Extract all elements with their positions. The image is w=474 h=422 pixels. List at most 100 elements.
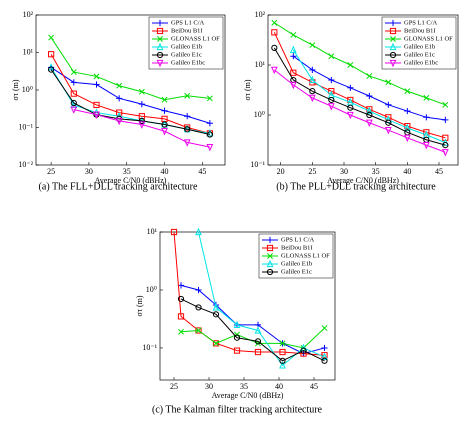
marker bbox=[309, 66, 316, 73]
x-axis-label: Average C/N0 (dBHz) bbox=[95, 176, 167, 185]
marker bbox=[309, 88, 316, 95]
marker bbox=[365, 106, 373, 115]
x-tick-label: 45 bbox=[198, 167, 206, 176]
legend-marker bbox=[266, 268, 274, 276]
y-axis-label: στ (m) bbox=[135, 295, 144, 316]
marker bbox=[270, 66, 278, 75]
marker bbox=[423, 114, 430, 121]
legend-marker bbox=[156, 42, 164, 51]
marker bbox=[177, 282, 185, 289]
legend-label: Galileo E1b bbox=[404, 43, 435, 50]
series-line bbox=[180, 298, 325, 362]
marker bbox=[178, 328, 184, 335]
marker bbox=[206, 131, 213, 138]
marker bbox=[347, 84, 354, 91]
marker bbox=[212, 303, 220, 311]
legend-label: Galileo E1bc bbox=[171, 59, 205, 66]
marker bbox=[271, 29, 278, 36]
y-tick-label: 10⁰ bbox=[254, 110, 265, 119]
marker bbox=[404, 107, 411, 115]
marker bbox=[442, 116, 449, 123]
y-tick-label: 10² bbox=[23, 10, 34, 19]
marker bbox=[138, 121, 146, 129]
marker bbox=[116, 82, 123, 89]
x-tick-label: 25 bbox=[170, 382, 178, 391]
marker bbox=[177, 313, 185, 320]
marker bbox=[385, 101, 392, 108]
legend-label: Galileo E1b bbox=[171, 43, 202, 50]
x-tick-label: 20 bbox=[277, 167, 285, 176]
marker bbox=[48, 34, 55, 41]
marker bbox=[184, 92, 191, 99]
x-tick-label: 45 bbox=[435, 167, 443, 176]
series-line bbox=[50, 37, 210, 101]
marker bbox=[233, 334, 241, 341]
legend-label: BeiDou B1I bbox=[171, 27, 203, 34]
x-tick-label: 40 bbox=[403, 167, 411, 176]
legend-marker bbox=[156, 51, 164, 59]
marker bbox=[213, 340, 219, 347]
x-tick-label: 45 bbox=[310, 382, 318, 391]
marker bbox=[206, 129, 214, 137]
marker bbox=[254, 338, 262, 345]
legend-marker bbox=[267, 253, 273, 259]
marker bbox=[212, 311, 220, 318]
y-tick-label: 10¹ bbox=[147, 227, 158, 236]
series-line bbox=[292, 49, 446, 144]
marker bbox=[170, 228, 178, 236]
marker bbox=[233, 347, 241, 354]
marker bbox=[279, 357, 286, 364]
legend-label: GLONASS L1 OF bbox=[171, 35, 220, 42]
marker bbox=[327, 103, 335, 111]
marker bbox=[183, 139, 191, 147]
legend-label: GLONASS L1 OF bbox=[281, 252, 330, 259]
marker bbox=[279, 348, 286, 356]
legend-marker bbox=[266, 236, 274, 244]
legend-marker bbox=[156, 59, 164, 68]
series-line bbox=[50, 67, 211, 124]
legend-marker bbox=[389, 27, 397, 35]
marker bbox=[441, 149, 449, 157]
chart: 25 30 35 40 45 10⁻¹ 10⁰ 10¹ Average C/N0 (dBHz) σ… bbox=[135, 227, 336, 400]
marker bbox=[212, 340, 220, 347]
series-line bbox=[50, 69, 210, 136]
marker bbox=[404, 88, 411, 95]
marker bbox=[184, 113, 191, 120]
legend-label: Galileo E1c bbox=[404, 51, 435, 58]
x-tick-label: 40 bbox=[275, 382, 283, 391]
marker bbox=[290, 53, 297, 60]
marker bbox=[116, 95, 123, 102]
marker bbox=[70, 100, 78, 109]
marker bbox=[161, 96, 168, 103]
marker bbox=[404, 122, 411, 130]
legend-marker bbox=[389, 19, 397, 27]
marker bbox=[279, 340, 286, 347]
marker bbox=[346, 111, 354, 120]
legend-label: Galileo E1c bbox=[281, 268, 312, 275]
series-line bbox=[180, 327, 325, 349]
marker bbox=[48, 66, 55, 73]
marker bbox=[366, 92, 373, 100]
y-tick-label: 10⁻¹ bbox=[250, 160, 265, 169]
x-tick-label: 30 bbox=[340, 167, 348, 176]
y-tick-label: 10⁻¹ bbox=[142, 343, 157, 352]
marker bbox=[184, 126, 191, 133]
marker bbox=[328, 76, 335, 84]
y-tick-label: 10⁻² bbox=[18, 160, 33, 169]
marker bbox=[321, 357, 328, 364]
marker bbox=[206, 95, 213, 102]
legend-label: Galileo E1b bbox=[281, 260, 312, 267]
legend-label: BeiDou B1I bbox=[281, 244, 313, 251]
marker bbox=[70, 106, 78, 114]
marker bbox=[195, 227, 202, 236]
x-tick-label: 40 bbox=[161, 167, 169, 176]
marker bbox=[385, 79, 392, 86]
marker bbox=[328, 96, 335, 104]
marker bbox=[161, 121, 168, 128]
y-tick-label: 10¹ bbox=[255, 60, 266, 69]
legend-label: Galileo E1c bbox=[171, 51, 202, 58]
marker bbox=[347, 62, 354, 68]
marker bbox=[254, 348, 262, 356]
series-line bbox=[274, 22, 446, 106]
